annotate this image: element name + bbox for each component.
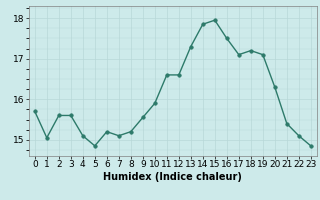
- X-axis label: Humidex (Indice chaleur): Humidex (Indice chaleur): [103, 172, 242, 182]
